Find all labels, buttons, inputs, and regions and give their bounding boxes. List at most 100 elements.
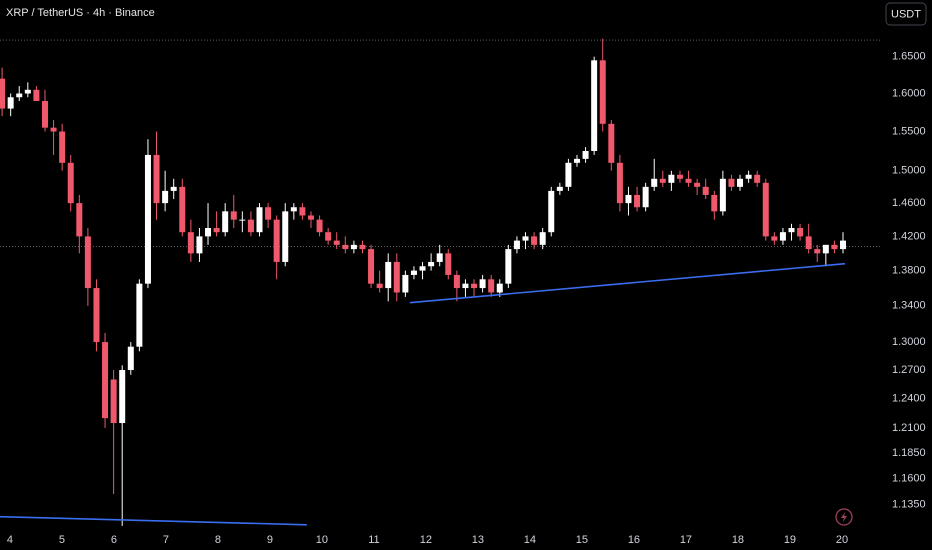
y-tick-label: 1.3800 bbox=[892, 264, 926, 276]
candle-body bbox=[282, 211, 289, 262]
candle-body bbox=[453, 274, 460, 289]
candle-body bbox=[728, 178, 735, 187]
x-tick-label: 20 bbox=[836, 534, 848, 546]
y-tick-label: 1.5000 bbox=[892, 165, 926, 177]
candle-body bbox=[93, 288, 100, 343]
candle-body bbox=[445, 253, 452, 275]
candle-body bbox=[531, 236, 538, 245]
y-tick-label: 1.4600 bbox=[892, 197, 926, 209]
trendline bbox=[409, 262, 846, 304]
candle-body bbox=[839, 240, 846, 250]
candle-body bbox=[539, 232, 546, 245]
y-tick-label: 1.2400 bbox=[892, 393, 926, 405]
candle-body bbox=[247, 219, 254, 233]
candle-body bbox=[222, 211, 229, 233]
candle-body bbox=[196, 236, 203, 254]
x-tick-label: 8 bbox=[215, 534, 221, 546]
candle-body bbox=[265, 207, 272, 220]
candle-body bbox=[410, 270, 417, 275]
candle-body bbox=[0, 78, 6, 109]
candle-body bbox=[333, 240, 340, 245]
y-tick-label: 1.2700 bbox=[892, 364, 926, 376]
x-tick-label: 9 bbox=[267, 534, 273, 546]
candle-body bbox=[599, 60, 606, 124]
candle-body bbox=[754, 174, 761, 183]
candle-body bbox=[102, 342, 109, 419]
currency-label[interactable]: USDT bbox=[891, 8, 921, 20]
y-tick-label: 1.4200 bbox=[892, 230, 926, 242]
candle-body bbox=[711, 194, 718, 212]
candle-body bbox=[205, 227, 212, 237]
y-tick-label: 1.1600 bbox=[892, 472, 926, 484]
candle-body bbox=[745, 174, 752, 179]
candle-body bbox=[41, 101, 48, 128]
candle-body bbox=[694, 182, 701, 187]
x-tick-label: 13 bbox=[472, 534, 484, 546]
x-tick-label: 14 bbox=[524, 534, 536, 546]
candle-body bbox=[651, 178, 658, 187]
x-tick-label: 18 bbox=[732, 534, 744, 546]
candle-body bbox=[685, 178, 692, 183]
candle-body bbox=[771, 236, 778, 241]
x-tick-label: 12 bbox=[420, 534, 432, 546]
candle-body bbox=[385, 261, 392, 289]
candle-body bbox=[213, 227, 220, 233]
candle-body bbox=[153, 154, 160, 204]
candle-body bbox=[805, 236, 812, 250]
candle-body bbox=[239, 219, 246, 221]
x-tick-label: 15 bbox=[576, 534, 588, 546]
candle-body bbox=[642, 186, 649, 208]
currency-button[interactable] bbox=[885, 2, 927, 26]
candle-body bbox=[144, 154, 151, 284]
y-tick-label: 1.6000 bbox=[892, 87, 926, 99]
candle-body bbox=[668, 174, 675, 183]
x-tick-label: 16 bbox=[628, 534, 640, 546]
candle-body bbox=[179, 186, 186, 233]
candle-body bbox=[84, 236, 91, 289]
candle-body bbox=[428, 261, 435, 267]
x-tick-label: 19 bbox=[784, 534, 796, 546]
candle-body bbox=[162, 190, 169, 204]
candle-body bbox=[50, 127, 57, 132]
candle-body bbox=[307, 215, 314, 220]
candle-body bbox=[170, 186, 177, 191]
candle-body bbox=[24, 89, 31, 94]
candle-body bbox=[505, 249, 512, 284]
x-tick-label: 10 bbox=[316, 534, 328, 546]
candle-body bbox=[797, 227, 804, 237]
candle-body bbox=[350, 244, 357, 250]
y-tick-label: 1.6500 bbox=[892, 51, 926, 63]
candle-body bbox=[230, 211, 237, 220]
candle-body bbox=[814, 249, 821, 254]
candle-body bbox=[659, 178, 666, 183]
alert-icon[interactable] bbox=[835, 508, 853, 526]
candle-body bbox=[368, 249, 375, 284]
x-tick-label: 7 bbox=[163, 534, 169, 546]
x-tick-label: 17 bbox=[680, 534, 692, 546]
candle-body bbox=[779, 232, 786, 241]
candle-body bbox=[479, 279, 486, 289]
candle-body bbox=[376, 283, 383, 289]
candle-body bbox=[625, 194, 632, 204]
candle-body bbox=[110, 379, 117, 424]
candle-body bbox=[419, 266, 426, 271]
candle-body bbox=[634, 194, 641, 208]
candle-body bbox=[702, 186, 709, 195]
candle-body bbox=[616, 162, 623, 204]
candle-body bbox=[359, 244, 366, 250]
candle-body bbox=[471, 283, 478, 289]
candle-body bbox=[119, 370, 126, 424]
y-tick-label: 1.3000 bbox=[892, 336, 926, 348]
y-tick-label: 1.1350 bbox=[892, 498, 926, 510]
x-tick-label: 4 bbox=[7, 534, 13, 546]
candle-body bbox=[573, 158, 580, 163]
candle-body bbox=[290, 207, 297, 212]
candle-body bbox=[548, 190, 555, 233]
candle-body bbox=[187, 232, 194, 254]
candle-body bbox=[393, 261, 400, 293]
candle-body bbox=[762, 182, 769, 237]
candle-body bbox=[76, 203, 83, 237]
candle-body bbox=[719, 178, 726, 212]
